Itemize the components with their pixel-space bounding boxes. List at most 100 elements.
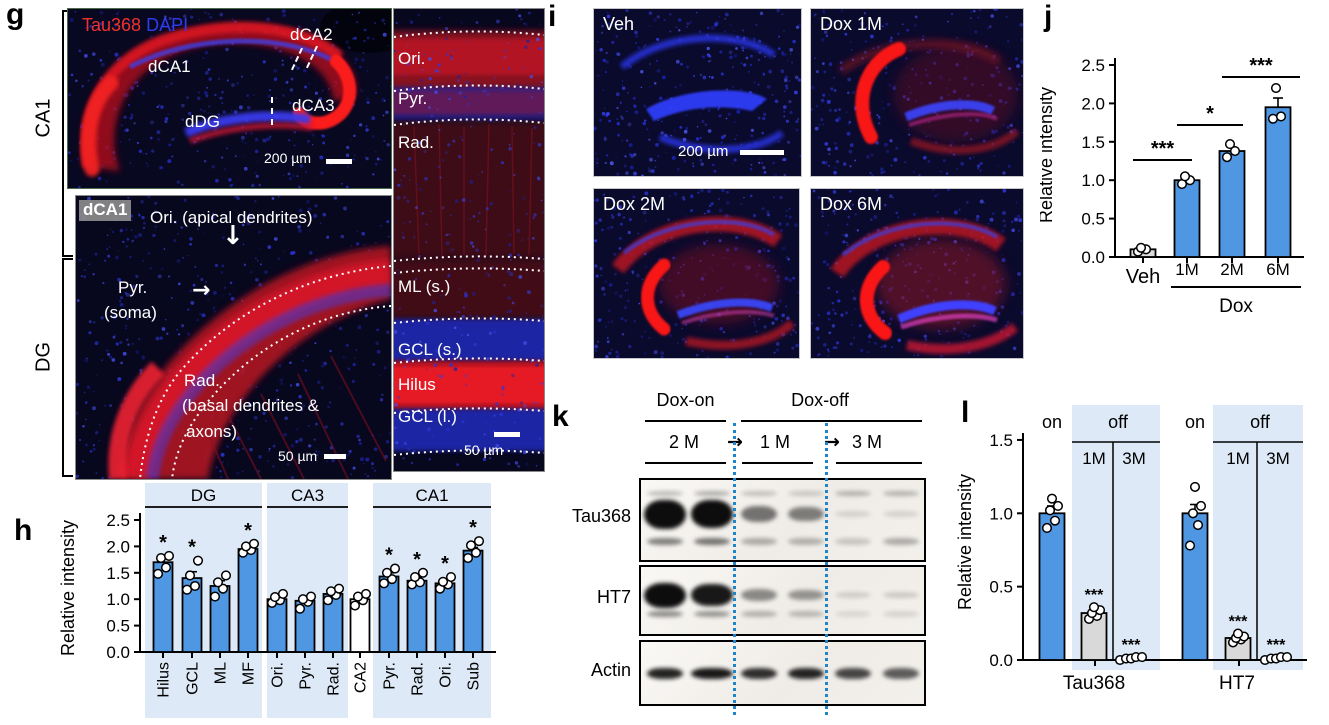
bracket-label-dg: DG xyxy=(32,342,55,372)
svg-text:Pyr.: Pyr. xyxy=(298,662,315,690)
lane-time-1m: 1 M xyxy=(759,432,790,452)
svg-text:***: *** xyxy=(1229,614,1248,631)
dca1-layers-illustration xyxy=(76,196,391,479)
image-label-dox6m: Dox 6M xyxy=(820,194,883,214)
svg-text:1.0: 1.0 xyxy=(989,504,1013,523)
svg-text:off: off xyxy=(1108,412,1129,432)
rad-label-2: (basal dendrites & xyxy=(182,396,320,415)
image-label-dox2m: Dox 2M xyxy=(603,194,666,214)
image-label-veh: Veh xyxy=(603,14,635,34)
stain-label-tau368: Tau368 xyxy=(82,15,142,35)
svg-text:***: *** xyxy=(1151,138,1175,160)
svg-text:0.5: 0.5 xyxy=(989,578,1013,597)
svg-text:2.0: 2.0 xyxy=(106,537,130,556)
svg-text:Tau368: Tau368 xyxy=(1063,673,1125,694)
lane-time-3m: 3 M xyxy=(851,432,882,452)
rad-label: Rad. xyxy=(184,371,220,390)
svg-text:MF: MF xyxy=(241,662,258,685)
ori-apical-label: Ori. (apical dendrites) xyxy=(150,208,313,227)
svg-text:0.0: 0.0 xyxy=(106,643,130,662)
bar-chart-region-intensity: DG CA3 CA1 0.0 0.5 1.0 1.5 2.0 2.5 Relative inten… xyxy=(58,483,496,718)
scalebar-label-200um: 200 µm xyxy=(264,150,311,166)
dox-1m-illustration xyxy=(811,9,1023,176)
svg-text:*: * xyxy=(1206,103,1214,125)
svg-text:DG: DG xyxy=(191,486,217,505)
svg-text:0.5: 0.5 xyxy=(1081,210,1105,229)
svg-text:1.0: 1.0 xyxy=(106,590,130,609)
layer-label-gcl-i: GCL (l.) xyxy=(398,407,457,426)
micro-image-dox-1m: Dox 1M xyxy=(810,8,1024,177)
svg-text:*: * xyxy=(385,545,393,567)
scalebar-label-50um: 50 µm xyxy=(278,448,318,464)
veh-illustration xyxy=(594,9,801,176)
svg-text:on: on xyxy=(1042,412,1062,432)
layer-label-ori: Ori. xyxy=(398,49,426,68)
svg-text:6M: 6M xyxy=(1266,260,1290,279)
svg-text:3M: 3M xyxy=(1266,449,1290,468)
panel-letter-j: j xyxy=(1044,0,1053,33)
blot-tau368 xyxy=(639,478,926,562)
svg-text:1.5: 1.5 xyxy=(106,564,130,583)
svg-text:*: * xyxy=(413,549,421,571)
svg-text:on: on xyxy=(1185,412,1205,432)
bar-chart-dox-timecourse: 0.0 0.5 1.0 1.5 2.0 2.5 Relative intensity Veh 1… xyxy=(1040,55,1304,317)
dox-2m-illustration xyxy=(594,189,799,358)
svg-text:*: * xyxy=(469,517,477,539)
layer-label-rad: Rad. xyxy=(398,133,434,152)
panel-letter-l: l xyxy=(961,396,970,429)
scalebar-50um xyxy=(324,454,346,459)
dox-off-underline xyxy=(741,420,922,422)
svg-text:0.0: 0.0 xyxy=(1081,248,1105,267)
region-label-dca3: dCA3 xyxy=(292,96,335,115)
svg-text:*: * xyxy=(244,520,252,542)
scalebar-200um xyxy=(326,159,352,164)
svg-text:0.0: 0.0 xyxy=(989,651,1013,670)
svg-text:GCL: GCL xyxy=(185,662,202,695)
lane-3m-underline xyxy=(836,462,922,464)
panel-letter-g: g xyxy=(6,0,25,31)
micro-image-veh: Veh 200 µm xyxy=(593,8,802,177)
blot-header-dox-off: Dox-off xyxy=(791,390,849,410)
lane-2m-underline xyxy=(645,462,726,464)
panel-letter-k: k xyxy=(552,400,569,433)
blot-divider-line-2 xyxy=(825,423,828,715)
svg-text:0.5: 0.5 xyxy=(106,617,130,636)
svg-text:Relative intensity: Relative intensity xyxy=(58,520,78,656)
micro-image-dca1-inset: dCA1 Ori. (apical dendrites) ↓ Pyr. (som… xyxy=(75,195,392,480)
svg-text:Relative intensity: Relative intensity xyxy=(1040,87,1056,223)
dox-on-underline xyxy=(645,420,726,422)
blot-ht7 xyxy=(639,565,926,636)
svg-text:CA1: CA1 xyxy=(415,486,448,505)
region-label-ddg: dDG xyxy=(185,112,220,131)
hippocampus-illustration xyxy=(68,9,391,188)
lane-1m-underline xyxy=(742,462,813,464)
svg-text:2M: 2M xyxy=(1220,260,1244,279)
region-label-dca2: dCA2 xyxy=(290,25,333,44)
svg-text:Sub: Sub xyxy=(466,662,483,691)
rad-label-3: axons) xyxy=(186,422,238,441)
micro-image-dorsal-hippocampus: Tau368 DAPI dCA1 dCA2 dCA3 dDG 200 µm xyxy=(67,8,392,189)
blot-header-dox-on: Dox-on xyxy=(656,390,715,410)
micro-image-dox-6m: Dox 6M xyxy=(810,188,1024,359)
svg-text:*: * xyxy=(159,532,167,554)
bracket-label-ca1: CA1 xyxy=(32,98,55,138)
svg-text:Rad.: Rad. xyxy=(326,662,343,696)
pyr-label: Pyr. xyxy=(118,278,148,297)
right-arrow-icon: → xyxy=(192,278,211,303)
svg-text:1.0: 1.0 xyxy=(1081,171,1105,190)
svg-text:CA3: CA3 xyxy=(291,486,324,505)
svg-text:1.5: 1.5 xyxy=(1081,133,1105,152)
micro-image-dox-2m: Dox 2M xyxy=(593,188,800,359)
svg-text:*: * xyxy=(441,553,449,575)
scalebar-label-200um-veh: 200 µm xyxy=(678,143,729,160)
blot-row-label-tau368: Tau368 xyxy=(571,506,631,526)
soma-label: (soma) xyxy=(104,303,157,322)
svg-text:Dox: Dox xyxy=(1219,296,1253,317)
dca3-marker-line xyxy=(271,97,273,125)
stain-label-dapi: DAPI xyxy=(146,15,189,35)
blot-row-label-ht7: HT7 xyxy=(596,587,631,607)
svg-text:1M: 1M xyxy=(1082,449,1106,468)
panel-letter-i: i xyxy=(548,0,557,33)
